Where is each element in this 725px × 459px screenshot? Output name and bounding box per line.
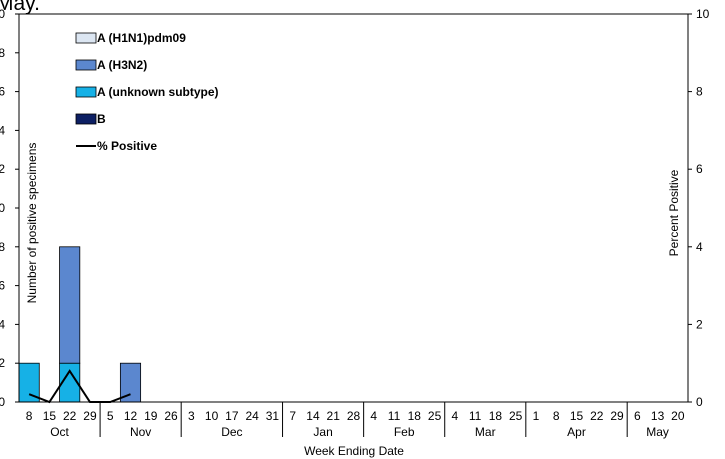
left-tick-label: 2	[0, 162, 5, 176]
week-tick-label: 3	[188, 409, 195, 423]
left-tick-label: 6	[0, 279, 5, 293]
left-tick-label: 4	[0, 317, 5, 331]
week-tick-label: 8	[26, 409, 33, 423]
week-tick-label: 18	[489, 409, 503, 423]
week-tick-label: 29	[610, 409, 624, 423]
legend-swatch	[75, 32, 97, 44]
y-axis-title-right: Percent Positive	[667, 169, 681, 256]
left-axis-ticks: 0 2 4 6 8 0 2 4 6 8 0	[0, 7, 19, 409]
page-title-fragment: May.	[0, 0, 40, 15]
legend-swatch	[75, 113, 97, 125]
legend-swatch	[75, 59, 97, 71]
week-tick-label: 24	[245, 409, 259, 423]
left-tick-label: 0	[0, 7, 5, 21]
left-tick-label: 0	[0, 395, 5, 409]
week-tick-label: 6	[634, 409, 641, 423]
week-tick-label: 29	[83, 409, 97, 423]
left-tick-label: 8	[0, 46, 5, 60]
week-tick-label: 17	[225, 409, 239, 423]
percent-positive-line	[28, 369, 131, 404]
legend-label: % Positive	[97, 139, 157, 153]
left-tick-label: 2	[0, 356, 5, 370]
week-tick-label: 5	[107, 409, 114, 423]
month-label: Apr	[567, 425, 586, 439]
right-tick-label: 2	[696, 317, 703, 331]
right-axis-ticks: 0 2 4 6 8 10	[688, 7, 710, 409]
week-tick-label: 21	[327, 409, 341, 423]
legend-swatch	[75, 86, 97, 98]
week-tick-label: 19	[144, 409, 158, 423]
bar-segment	[59, 246, 81, 364]
left-tick-label: 0	[0, 201, 5, 215]
month-label: Dec	[221, 425, 242, 439]
left-tick-label: 8	[0, 240, 5, 254]
month-label: Oct	[50, 425, 69, 439]
week-tick-label: 22	[590, 409, 604, 423]
week-tick-label: 28	[347, 409, 361, 423]
left-tick-label: 6	[0, 85, 5, 99]
right-tick-label: 6	[696, 162, 703, 176]
legend-label: A (unknown subtype)	[97, 85, 219, 99]
week-tick-label: 1	[533, 409, 540, 423]
y-axis-title-left: Number of positive specimens	[25, 143, 39, 304]
right-tick-label: 4	[696, 240, 703, 254]
x-axis-title: Week Ending Date	[304, 444, 404, 458]
legend-label: A (H3N2)	[97, 58, 147, 72]
left-tick-label: 4	[0, 123, 5, 137]
week-tick-label: 18	[408, 409, 422, 423]
week-tick-label: 22	[63, 409, 77, 423]
week-tick-label: 31	[266, 409, 280, 423]
month-label: Nov	[130, 425, 151, 439]
week-tick-label: 15	[43, 409, 57, 423]
week-tick-label: 11	[469, 409, 482, 423]
month-label: Feb	[394, 425, 415, 439]
right-tick-label: 8	[696, 85, 703, 99]
week-tick-label: 7	[289, 409, 296, 423]
week-tick-label: 12	[124, 409, 138, 423]
week-tick-label: 14	[306, 409, 320, 423]
plot-frame	[18, 13, 689, 403]
legend-label: A (H1N1)pdm09	[97, 31, 186, 45]
week-tick-label: 20	[671, 409, 685, 423]
week-tick-label: 4	[370, 409, 377, 423]
week-tick-label: 4	[452, 409, 459, 423]
week-tick-label: 15	[570, 409, 584, 423]
week-tick-label: 11	[388, 409, 401, 423]
legend-label: B	[97, 112, 106, 126]
week-tick-label: 8	[553, 409, 560, 423]
week-tick-label: 13	[651, 409, 665, 423]
month-label: May	[646, 425, 669, 439]
x-axis: 8 15 22 29 5 12 19 26 3 10 17 24 31 7 14 21 28 4 11 18 25 4 11…	[26, 402, 685, 439]
legend: A (H1N1)pdm09 A (H3N2) A (unknown subtype)…	[75, 31, 219, 153]
month-label: Jan	[313, 425, 332, 439]
week-tick-label: 25	[428, 409, 442, 423]
percent-positive-line-layer	[28, 369, 131, 404]
month-label: Mar	[475, 425, 496, 439]
week-tick-label: 10	[205, 409, 219, 423]
week-tick-label: 26	[164, 409, 178, 423]
right-tick-label: 0	[696, 395, 703, 409]
right-tick-label: 10	[696, 7, 710, 21]
week-tick-label: 25	[509, 409, 523, 423]
